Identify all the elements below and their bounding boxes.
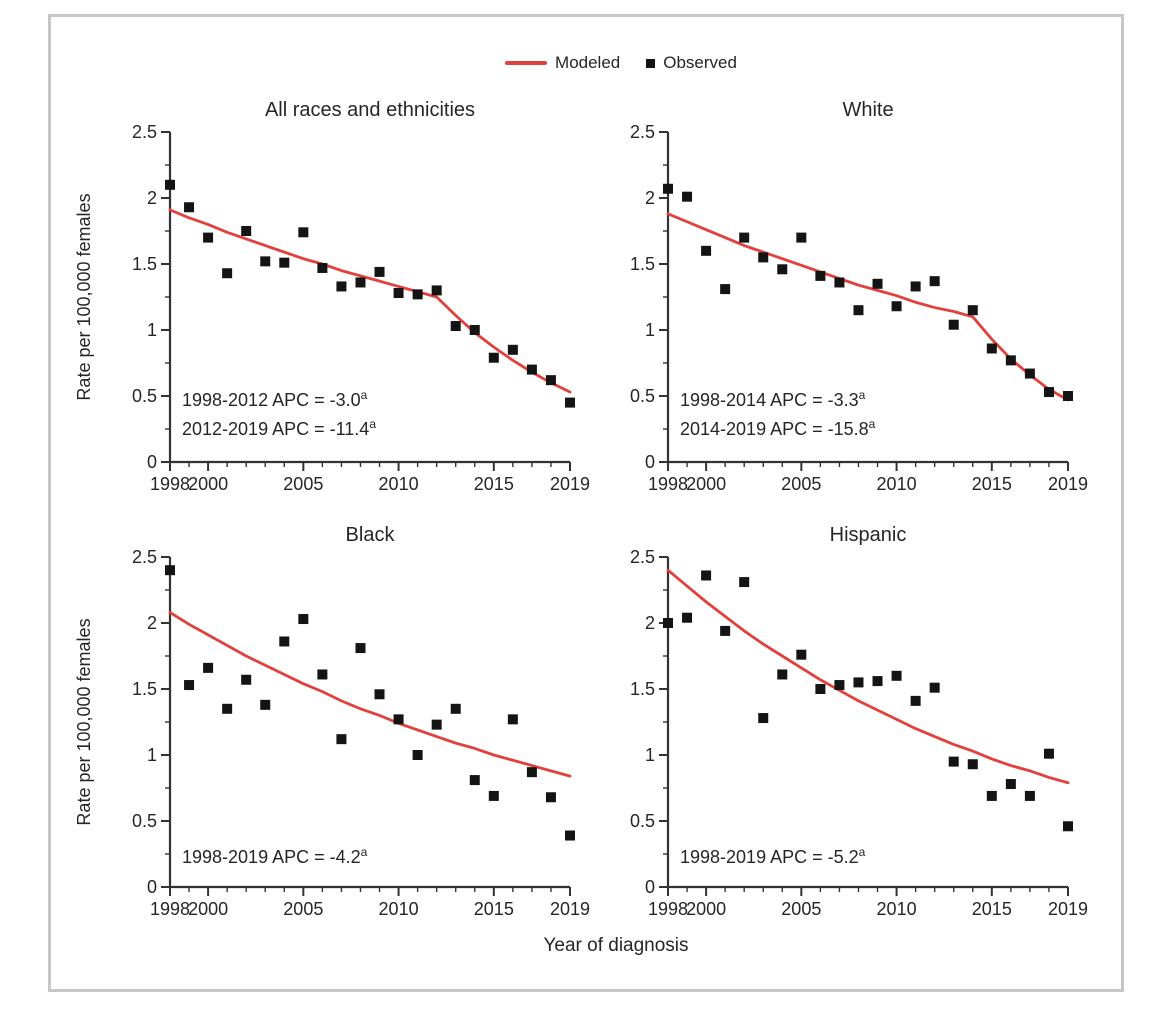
svg-text:2019: 2019: [550, 899, 590, 919]
svg-text:White: White: [842, 99, 893, 121]
svg-text:0.5: 0.5: [132, 811, 157, 831]
svg-text:1998: 1998: [648, 899, 688, 919]
svg-text:0.5: 0.5: [630, 811, 655, 831]
svg-text:2015: 2015: [474, 474, 514, 494]
svg-text:2000: 2000: [686, 474, 726, 494]
svg-text:1.5: 1.5: [630, 679, 655, 699]
svg-text:Hispanic: Hispanic: [830, 524, 907, 546]
svg-text:1998-2019 APC = -4.2a: 1998-2019 APC = -4.2a: [182, 845, 368, 867]
svg-text:1998: 1998: [648, 474, 688, 494]
svg-text:2005: 2005: [781, 899, 821, 919]
svg-text:1.5: 1.5: [132, 679, 157, 699]
svg-text:1.5: 1.5: [132, 254, 157, 274]
svg-text:0.5: 0.5: [132, 386, 157, 406]
svg-text:2019: 2019: [550, 474, 590, 494]
legend-modeled-label: Modeled: [555, 53, 621, 72]
svg-text:2: 2: [645, 188, 655, 208]
svg-text:2.5: 2.5: [630, 547, 655, 567]
svg-text:1: 1: [645, 745, 655, 765]
svg-text:2: 2: [147, 613, 157, 633]
svg-text:0.5: 0.5: [630, 386, 655, 406]
svg-text:2: 2: [645, 613, 655, 633]
svg-text:2019: 2019: [1048, 899, 1088, 919]
svg-text:1998-2014 APC = -3.3a: 1998-2014 APC = -3.3a: [680, 388, 866, 410]
svg-text:1998-2012 APC = -3.0a: 1998-2012 APC = -3.0a: [182, 388, 368, 410]
svg-text:2019: 2019: [1048, 474, 1088, 494]
svg-text:1: 1: [147, 745, 157, 765]
svg-text:2015: 2015: [972, 899, 1012, 919]
svg-text:2.5: 2.5: [132, 547, 157, 567]
svg-text:2.5: 2.5: [630, 122, 655, 142]
svg-text:2015: 2015: [474, 899, 514, 919]
svg-text:2005: 2005: [283, 899, 323, 919]
svg-text:2: 2: [147, 188, 157, 208]
svg-text:Black: Black: [346, 524, 396, 546]
observed-marker-swatch: [646, 58, 656, 68]
svg-text:0: 0: [645, 877, 655, 897]
svg-text:0: 0: [645, 452, 655, 472]
modeled-line-swatch: [505, 61, 548, 65]
svg-text:Rate per 100,000 females: Rate per 100,000 females: [74, 193, 94, 400]
svg-text:All races and ethnicities: All races and ethnicities: [265, 99, 475, 121]
figure-frame: Modeled Observed 0 0.5 1 1.5 2 2.5 1998 2000 200…: [48, 14, 1124, 992]
x-axis-label: Year of diagnosis: [543, 935, 689, 956]
svg-text:2000: 2000: [188, 474, 228, 494]
svg-text:2010: 2010: [877, 474, 917, 494]
svg-text:2010: 2010: [379, 474, 419, 494]
svg-text:1998-2019 APC = -5.2a: 1998-2019 APC = -5.2a: [680, 845, 866, 867]
svg-text:Rate per 100,000 females: Rate per 100,000 females: [74, 618, 94, 825]
svg-text:2.5: 2.5: [132, 122, 157, 142]
svg-text:1: 1: [645, 320, 655, 340]
svg-text:2005: 2005: [283, 474, 323, 494]
svg-text:0: 0: [147, 452, 157, 472]
svg-text:1998: 1998: [150, 474, 190, 494]
svg-text:1: 1: [147, 320, 157, 340]
svg-text:0: 0: [147, 877, 157, 897]
svg-text:2012-2019 APC = -11.4a: 2012-2019 APC = -11.4a: [182, 417, 376, 439]
svg-text:2014-2019 APC = -15.8a: 2014-2019 APC = -15.8a: [680, 417, 876, 439]
svg-text:2010: 2010: [877, 899, 917, 919]
svg-text:1998: 1998: [150, 899, 190, 919]
svg-text:2015: 2015: [972, 474, 1012, 494]
svg-text:2005: 2005: [781, 474, 821, 494]
svg-text:2010: 2010: [379, 899, 419, 919]
svg-text:1.5: 1.5: [630, 254, 655, 274]
legend: Modeled Observed: [51, 53, 1121, 73]
svg-text:2000: 2000: [686, 899, 726, 919]
legend-observed-label: Observed: [663, 53, 737, 72]
svg-text:2000: 2000: [188, 899, 228, 919]
